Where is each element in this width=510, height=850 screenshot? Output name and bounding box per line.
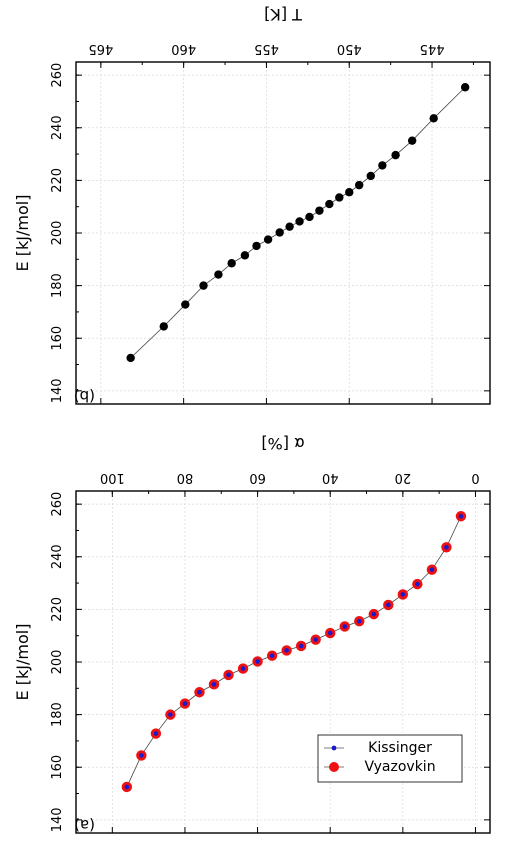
series-point — [345, 188, 354, 197]
y-tick-label: 140 — [50, 378, 65, 403]
y-tick-label: 220 — [50, 168, 65, 193]
x-tick-label: 445 — [420, 41, 445, 56]
panel-b-x-axis-label: T [K] — [264, 5, 303, 24]
series-point — [354, 180, 364, 190]
series-point — [305, 212, 314, 222]
y-tick-label: 140 — [50, 807, 65, 832]
legend-marker-kissinger — [331, 745, 337, 751]
kissinger-point — [124, 784, 130, 790]
kissinger-point — [356, 618, 362, 624]
x-tick-label: 460 — [171, 41, 196, 56]
series-point — [315, 206, 324, 215]
y-tick-label: 180 — [50, 273, 65, 298]
series-point — [378, 161, 387, 170]
x-tick-label: 20 — [395, 470, 412, 485]
series-point — [335, 193, 344, 202]
panel-a: 0 20 40 60 80 100 140 160 180 200 220 240 260 (a) α … — [13, 434, 491, 834]
series-point — [429, 114, 438, 123]
panel-b-y-axis-label: E [kJ/mol] — [13, 195, 32, 272]
series-point — [325, 199, 334, 209]
series-point — [240, 251, 250, 260]
x-tick-label: 0 — [471, 470, 479, 485]
kissinger-point — [211, 682, 217, 687]
y-tick-label: 200 — [50, 650, 65, 675]
kissinger-point — [400, 592, 406, 597]
y-tick-label: 260 — [50, 63, 65, 88]
y-tick-label: 160 — [50, 326, 65, 351]
y-tick-label: 240 — [50, 544, 65, 569]
legend-item-kissinger: Kissinger — [324, 740, 432, 756]
x-tick-label: 465 — [88, 41, 113, 56]
x-tick-label: 60 — [249, 470, 266, 485]
y-tick-label: 260 — [50, 492, 65, 517]
panel-b: 445 450 455 460 465 140 160 180 200 220 240 260 (b)… — [13, 5, 491, 405]
legend-box — [317, 734, 463, 783]
panel-a-legend: Vyazovkin Kissinger — [317, 734, 463, 783]
kissinger-point — [182, 701, 188, 706]
panel-a-x-axis-label: α [%] — [261, 434, 304, 453]
series-point — [252, 241, 261, 251]
kissinger-point — [284, 648, 289, 653]
y-tick-label: 160 — [50, 755, 65, 780]
y-tick-label: 180 — [50, 702, 65, 727]
kissinger-point — [139, 753, 144, 758]
kissinger-point — [386, 602, 391, 608]
x-tick-label: 450 — [337, 41, 362, 56]
x-tick-label: 455 — [254, 41, 279, 56]
legend-label-kissinger: Kissinger — [368, 740, 432, 756]
kissinger-point — [415, 581, 420, 587]
panel-a-series — [121, 511, 467, 793]
y-tick-label: 240 — [50, 115, 65, 140]
panel-b-series — [126, 83, 470, 363]
kissinger-point — [429, 567, 435, 572]
panel-b-grid — [76, 62, 490, 404]
series-point — [214, 270, 223, 279]
panel-a-y-axis-label: E [kJ/mol] — [13, 624, 32, 701]
series-point — [275, 228, 284, 237]
kissinger-point — [298, 643, 304, 649]
legend-item-vyazovkin: Vyazovkin — [324, 759, 436, 775]
series-point — [126, 353, 135, 363]
series-point — [391, 150, 400, 160]
series-point — [285, 222, 294, 231]
series-point — [227, 259, 236, 268]
legend-marker-vyazovkin — [329, 762, 339, 772]
kissinger-point — [269, 653, 275, 658]
x-tick-label: 80 — [177, 470, 194, 485]
kissinger-point — [153, 731, 159, 736]
x-tick-label: 40 — [322, 470, 339, 485]
kissinger-point — [226, 672, 231, 678]
panel-a-letter: (a) — [74, 816, 95, 834]
series-point — [295, 217, 304, 226]
kissinger-point — [255, 659, 260, 664]
kissinger-point — [313, 637, 318, 642]
y-tick-label: 220 — [50, 597, 65, 622]
series-point — [460, 83, 470, 92]
kissinger-point — [458, 513, 464, 519]
series-point — [181, 300, 190, 309]
kissinger-point — [197, 689, 202, 695]
series-point — [407, 136, 417, 145]
kissinger-point — [240, 666, 246, 671]
panel-b-ticks: 445 450 455 460 465 140 160 180 200 220 240 260 — [50, 41, 490, 404]
panel-a-grid — [76, 491, 490, 833]
series-point — [366, 171, 375, 181]
kissinger-point — [327, 630, 333, 636]
series-point — [263, 235, 273, 244]
panel-a-ticks: 0 20 40 60 80 100 140 160 180 200 220 240 260 — [50, 470, 490, 833]
kissinger-point — [444, 544, 449, 550]
series-point — [199, 281, 208, 290]
panel-b-letter: (b) — [74, 387, 95, 405]
y-tick-label: 200 — [50, 221, 65, 246]
series-point — [159, 322, 168, 331]
x-tick-label: 100 — [100, 470, 125, 485]
kissinger-point — [342, 624, 348, 629]
legend-label-vyazovkin: Vyazovkin — [364, 759, 435, 775]
kissinger-point — [371, 611, 377, 617]
kissinger-point — [168, 712, 173, 717]
